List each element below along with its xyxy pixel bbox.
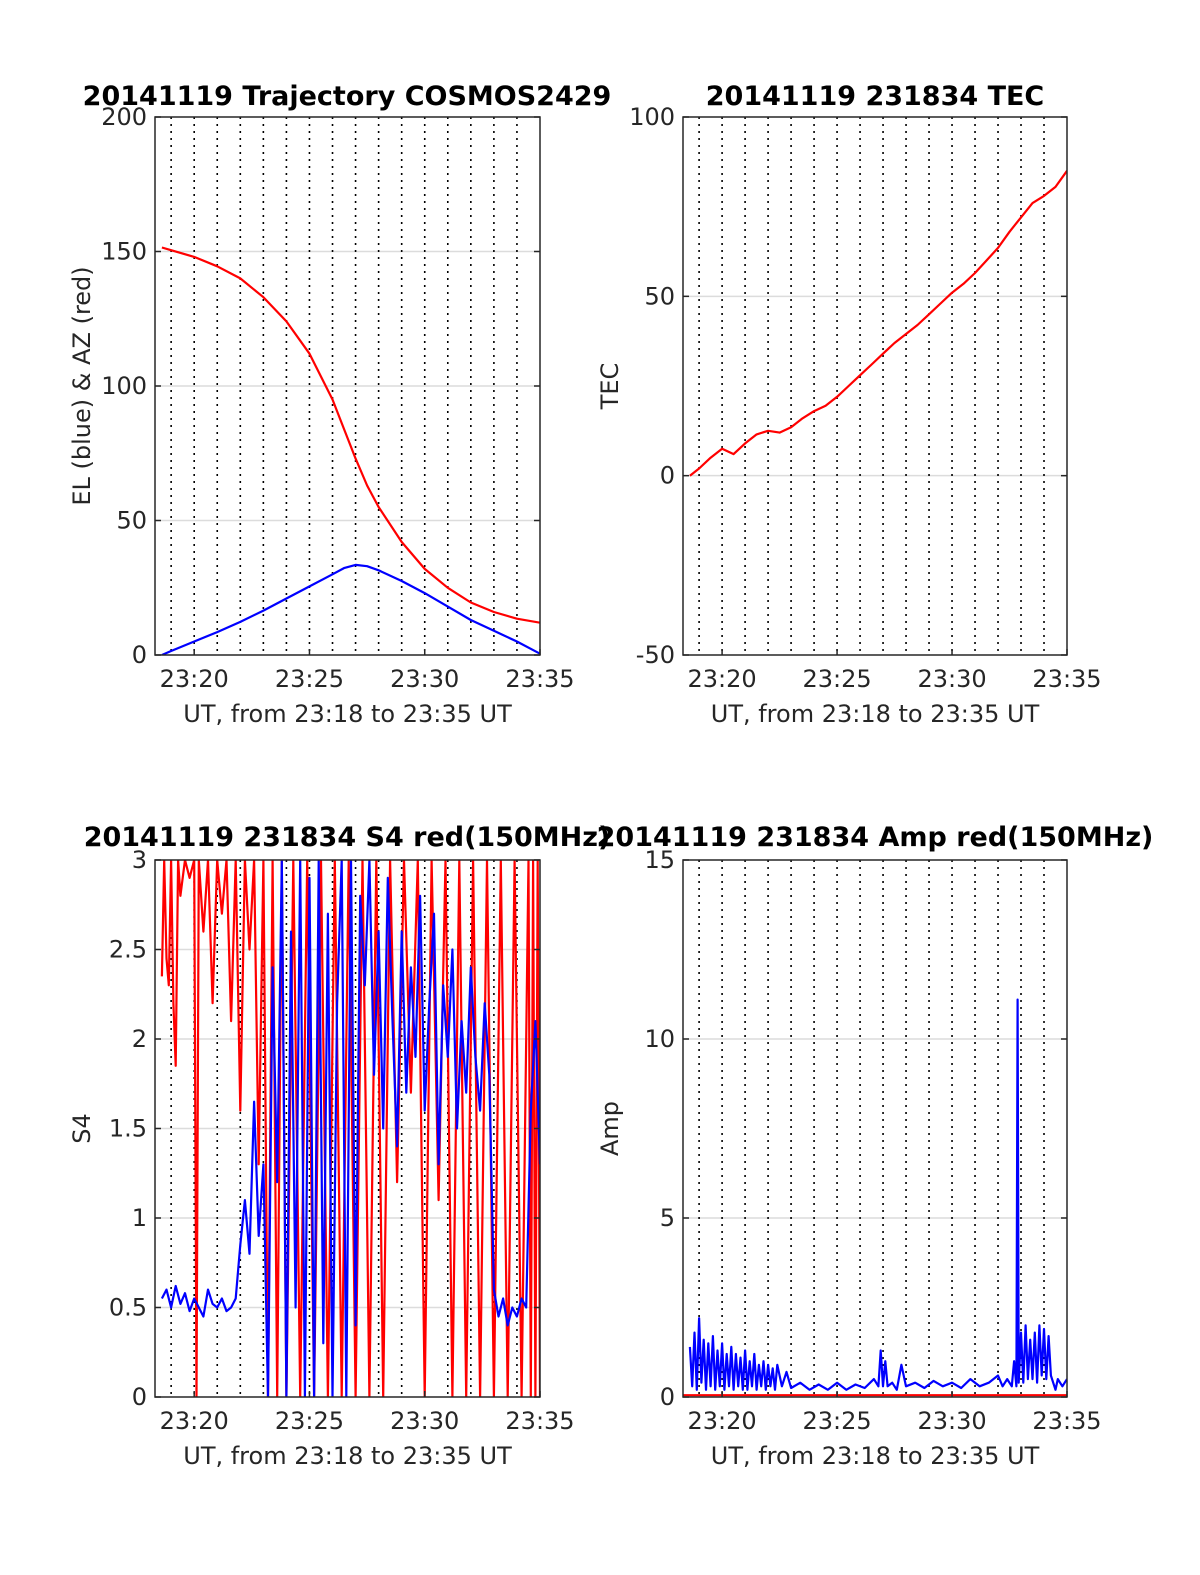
series-group bbox=[683, 998, 1067, 1397]
y-tick-label: 150 bbox=[101, 238, 147, 266]
y-axis-label: TEC bbox=[596, 363, 624, 411]
x-axis-label: UT, from 23:18 to 23:35 UT bbox=[711, 1442, 1040, 1470]
y-tick-label: 15 bbox=[644, 846, 675, 874]
x-tick-label: 23:20 bbox=[160, 665, 229, 693]
y-tick-label: 2.5 bbox=[109, 936, 147, 964]
y-tick-label: 50 bbox=[116, 507, 147, 535]
x-tick-label: 23:30 bbox=[917, 665, 986, 693]
x-tick-label: 23:20 bbox=[688, 665, 757, 693]
series-line-2 bbox=[160, 860, 540, 1397]
x-axis-label: UT, from 23:18 to 23:35 UT bbox=[183, 700, 512, 728]
chart-title: 20141119 Trajectory COSMOS2429 bbox=[83, 81, 612, 112]
y-tick-label: 0 bbox=[132, 641, 147, 669]
x-tick-label: 23:30 bbox=[917, 1407, 986, 1435]
x-tick-label: 23:30 bbox=[390, 1407, 459, 1435]
y-tick-label: 0 bbox=[132, 1383, 147, 1411]
subplot-4: 0 5 10 15 23:20 23:25 23:30 23:35 UT, from 23:18… bbox=[596, 822, 1153, 1470]
y-tick-label: 5 bbox=[660, 1204, 675, 1232]
y-tick-label: 1 bbox=[132, 1204, 147, 1232]
y-tick-label: -50 bbox=[636, 641, 675, 669]
y-tick-label: 50 bbox=[644, 282, 675, 310]
axes-frame bbox=[682, 859, 1068, 1398]
y-axis-label: EL (blue) & AZ (red) bbox=[68, 266, 96, 505]
series-group bbox=[689, 170, 1067, 477]
series-line-1 bbox=[689, 170, 1067, 477]
x-tick-label: 23:25 bbox=[802, 1407, 871, 1435]
y-tick-label: 10 bbox=[644, 1025, 675, 1053]
y-tick-label: 200 bbox=[101, 103, 147, 131]
subplot-3: 0 0.5 1 1.5 2 2.5 3 23:20 23:25 23:30 23:35 UT, fro… bbox=[68, 822, 610, 1470]
axes-frame bbox=[682, 116, 1068, 656]
y-tick-label: 100 bbox=[101, 372, 147, 400]
series-line-2 bbox=[688, 998, 1067, 1391]
y-tick-label: 3 bbox=[132, 846, 147, 874]
series-line-1 bbox=[161, 563, 540, 655]
x-axis-label: UT, from 23:18 to 23:35 UT bbox=[183, 1442, 512, 1470]
y-axis-label: Amp bbox=[596, 1101, 624, 1156]
x-tick-label: 23:25 bbox=[802, 665, 871, 693]
y-tick-label: 0.5 bbox=[109, 1294, 147, 1322]
x-tick-label: 23:30 bbox=[390, 665, 459, 693]
subplot-1: 0 50 100 150 200 23:20 23:25 23:30 23:35 UT, from… bbox=[68, 81, 611, 728]
x-tick-label: 23:25 bbox=[275, 1407, 344, 1435]
chart-title: 20141119 231834 Amp red(150MHz) bbox=[597, 822, 1154, 853]
y-tick-label: 2 bbox=[132, 1025, 147, 1053]
x-tick-label: 23:35 bbox=[1032, 665, 1101, 693]
y-tick-label: 0 bbox=[660, 462, 675, 490]
x-tick-label: 23:35 bbox=[505, 1407, 574, 1435]
x-tick-label: 23:35 bbox=[1032, 1407, 1101, 1435]
series-line-2 bbox=[161, 246, 540, 624]
y-axis-label: S4 bbox=[68, 1113, 96, 1144]
x-tick-label: 23:20 bbox=[688, 1407, 757, 1435]
y-tick-label: 1.5 bbox=[109, 1115, 147, 1143]
y-tick-label: 100 bbox=[629, 103, 675, 131]
chart-title: 20141119 231834 S4 red(150MHz) bbox=[84, 822, 611, 853]
series-group bbox=[160, 860, 540, 1397]
x-axis-label: UT, from 23:18 to 23:35 UT bbox=[711, 700, 1040, 728]
chart-title: 20141119 231834 TEC bbox=[706, 81, 1045, 112]
x-tick-label: 23:35 bbox=[505, 665, 574, 693]
x-tick-label: 23:25 bbox=[275, 665, 344, 693]
x-tick-label: 23:20 bbox=[160, 1407, 229, 1435]
subplot-2: -50 0 50 100 23:20 23:25 23:30 23:35 UT, from 23… bbox=[596, 81, 1102, 728]
y-tick-label: 0 bbox=[660, 1383, 675, 1411]
series-group bbox=[161, 246, 540, 655]
